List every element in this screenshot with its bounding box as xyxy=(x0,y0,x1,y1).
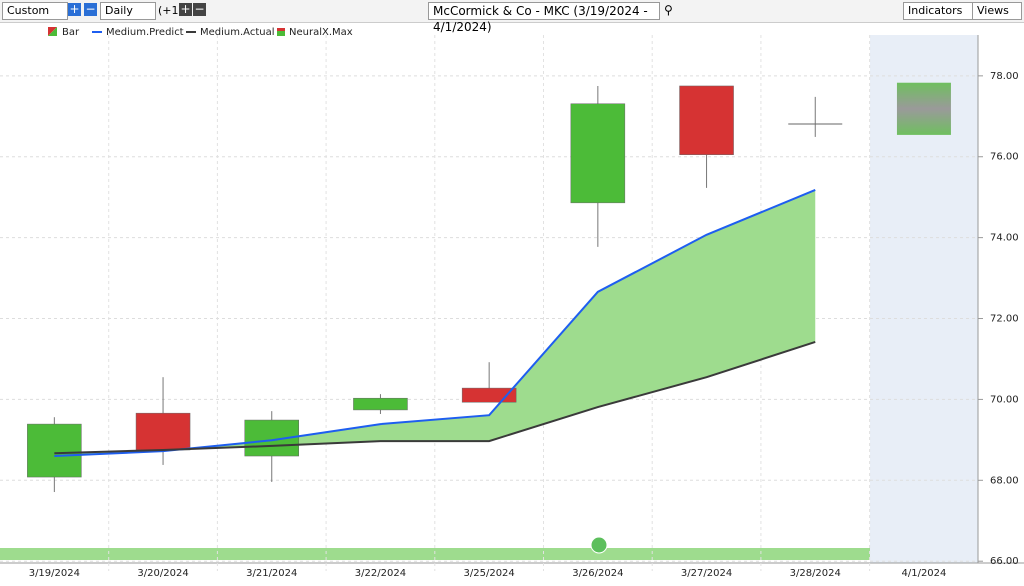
y-tick-label: 76.00 xyxy=(990,152,1019,163)
symbol-title[interactable]: McCormick & Co - MKC (3/19/2024 - 4/1/20… xyxy=(428,2,660,34)
legend-label: NeuralX.Max xyxy=(289,27,353,38)
legend-icon xyxy=(277,28,285,31)
y-tick-label: 78.00 xyxy=(990,71,1019,82)
series-line xyxy=(54,341,816,455)
offset: (+1) xyxy=(158,4,183,17)
spread-area xyxy=(54,189,816,457)
legend-icon xyxy=(48,27,57,36)
zoom-out[interactable]: − xyxy=(84,2,97,16)
y-tick-label: 72.00 xyxy=(990,314,1019,325)
x-tick-label: 3/27/2024 xyxy=(681,568,732,579)
x-tick-label: 3/19/2024 xyxy=(29,568,80,579)
offset-plus[interactable]: + xyxy=(179,2,192,16)
dividend-icon xyxy=(590,536,608,554)
candle-body xyxy=(27,423,82,478)
chart: 66.00 68.00 70.00 72.00 74.00 76.00 78.00 3/19/… xyxy=(0,27,1024,579)
legend-label: Medium.Predict xyxy=(106,27,184,38)
neuralx-range xyxy=(896,82,951,135)
legend-icon xyxy=(277,28,285,36)
y-tick-label: 70.00 xyxy=(990,394,1019,405)
x-tick-label: 3/22/2024 xyxy=(355,568,406,579)
x-tick-label: 3/20/2024 xyxy=(137,568,188,579)
zoom-in[interactable]: + xyxy=(68,2,81,16)
interval-select[interactable]: Daily xyxy=(100,2,156,20)
candle-body xyxy=(570,103,626,204)
search-icon[interactable]: ⚲ xyxy=(664,3,673,17)
candle-body xyxy=(353,397,408,411)
indicators-button[interactable]: Indicators xyxy=(903,2,973,20)
legend-label: Medium.Actual xyxy=(200,27,275,38)
x-tick-label: 3/21/2024 xyxy=(246,568,297,579)
toolbar: Custom + − Daily (+1) + − McCormick & Co… xyxy=(0,0,1024,34)
y-tick-label: 68.00 xyxy=(990,475,1019,486)
y-tick-label: 74.00 xyxy=(990,233,1019,244)
period-select[interactable]: Custom xyxy=(2,2,68,20)
legend-label: Bar xyxy=(62,27,80,38)
x-tick-label: 3/28/2024 xyxy=(790,568,841,579)
x-tick-label: 4/1/2024 xyxy=(901,568,946,579)
views-button[interactable]: Views xyxy=(972,2,1022,20)
offset-minus[interactable]: − xyxy=(193,2,206,16)
y-tick-label: 66.00 xyxy=(990,556,1019,567)
candle-body xyxy=(135,412,191,451)
x-tick-label: 3/26/2024 xyxy=(572,568,623,579)
candle-body xyxy=(679,85,734,155)
x-tick-label: 3/25/2024 xyxy=(464,568,515,579)
